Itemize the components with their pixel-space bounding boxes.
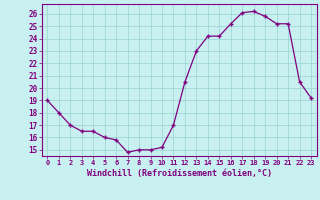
- X-axis label: Windchill (Refroidissement éolien,°C): Windchill (Refroidissement éolien,°C): [87, 169, 272, 178]
